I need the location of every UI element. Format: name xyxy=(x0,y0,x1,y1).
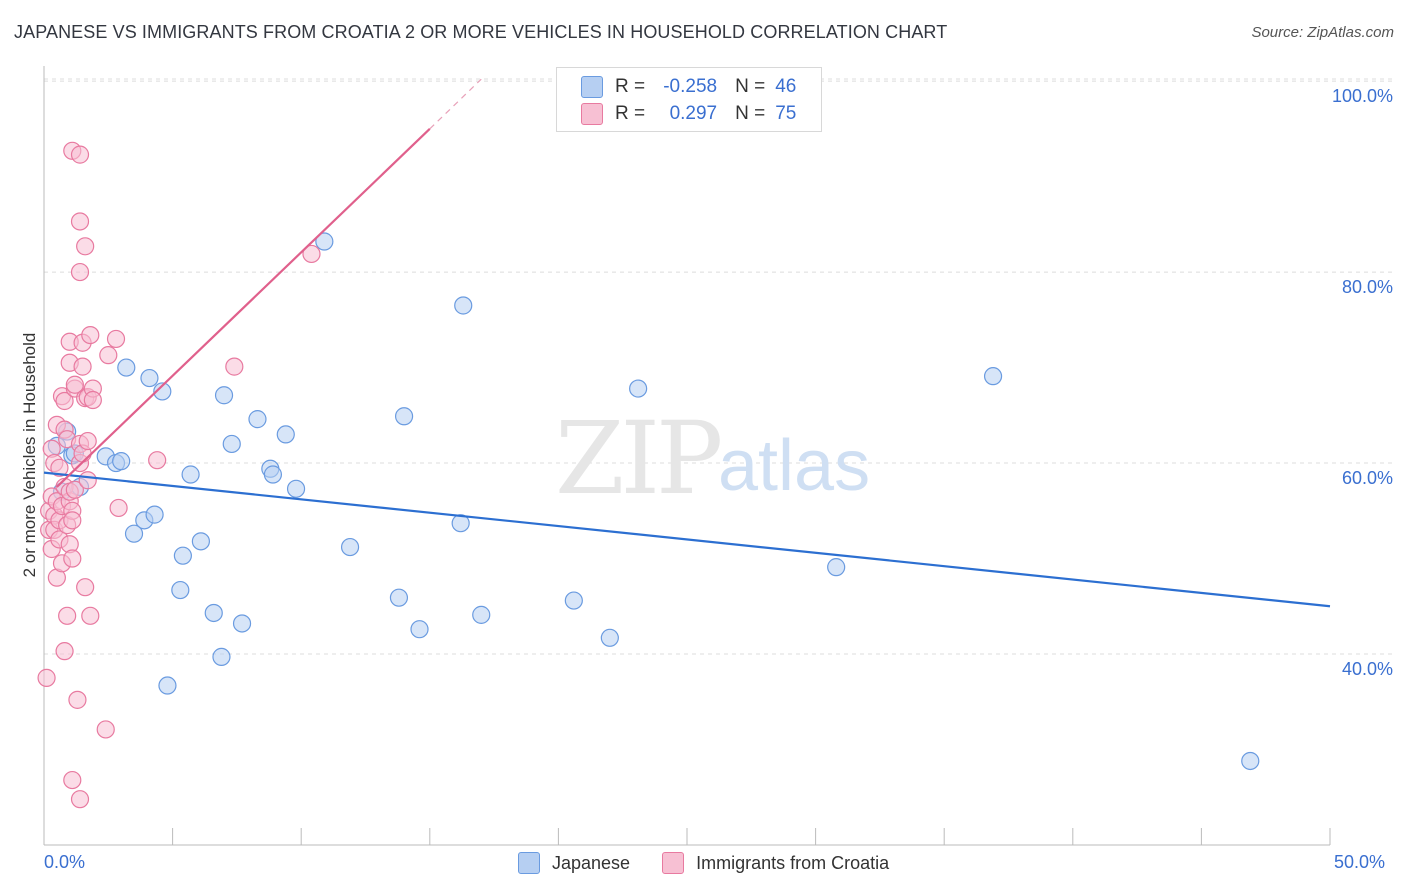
bottom-legend-japanese: Japanese xyxy=(518,852,630,874)
croatia-point xyxy=(63,549,82,568)
japanese-point xyxy=(153,382,172,401)
croatia-point xyxy=(96,720,115,739)
croatia-point xyxy=(70,145,90,164)
y-tick-label: 100.0% xyxy=(1332,86,1393,106)
japanese-point xyxy=(472,605,491,624)
japanese-point xyxy=(389,588,409,607)
legend-n-value: 46 xyxy=(775,76,797,97)
japanese-trendline xyxy=(43,471,1331,608)
legend-row-japanese: R = -0.258 N = 46 xyxy=(581,74,796,100)
stats-legend: R = -0.258 N = 46 R = 0.297 N = 75 xyxy=(556,67,822,132)
croatia-point xyxy=(37,668,56,687)
legend-n-label: N = xyxy=(735,103,766,124)
japanese-point xyxy=(140,368,159,388)
legend-r-value: 0.297 xyxy=(669,103,718,124)
japanese-point xyxy=(564,591,583,610)
croatia-point xyxy=(63,511,82,530)
japanese-point xyxy=(117,358,136,377)
croatia-point xyxy=(99,346,118,365)
y-tick-label: 40.0% xyxy=(1342,659,1393,679)
japanese-point xyxy=(286,479,306,498)
legend-row-croatia: R = 0.297 N = 75 xyxy=(581,101,796,127)
source-label: Source: ZipAtlas.com xyxy=(1251,24,1394,41)
japanese-point xyxy=(181,465,200,484)
japanese-point xyxy=(171,580,190,600)
croatia-point xyxy=(70,262,90,282)
croatia-point xyxy=(225,357,244,376)
croatia-point xyxy=(83,390,102,410)
japanese-point xyxy=(232,614,252,633)
japanese-point xyxy=(124,524,144,543)
japanese-point xyxy=(600,628,619,647)
japanese-point xyxy=(1241,751,1260,771)
japanese-point xyxy=(394,407,414,426)
croatia-point xyxy=(78,471,97,490)
croatia-point xyxy=(55,391,74,411)
croatia-point xyxy=(81,606,100,625)
japanese-point xyxy=(145,505,164,524)
croatia-point xyxy=(50,458,69,477)
y-tick-label: 80.0% xyxy=(1342,277,1393,297)
croatia-point xyxy=(63,770,82,790)
croatia-point xyxy=(68,690,87,709)
y-axis-label: 2 or more Vehicles in Household xyxy=(20,332,39,578)
croatia-point xyxy=(55,642,74,661)
japanese-point xyxy=(204,603,223,623)
legend-n-label: N = xyxy=(735,76,766,97)
japanese-point xyxy=(214,386,234,405)
croatia-point xyxy=(73,357,92,376)
croatia-point xyxy=(65,375,84,394)
croatia-point xyxy=(78,431,97,451)
legend-n-value: 75 xyxy=(775,103,797,124)
japanese-point xyxy=(629,379,648,398)
bottom-legend-label: Japanese xyxy=(552,852,631,873)
japanese-point xyxy=(173,546,192,565)
watermark-zip: ZIP xyxy=(555,400,720,517)
y-tick-label: 60.0% xyxy=(1342,468,1393,488)
japanese-point xyxy=(191,532,210,551)
legend-r-label: R = xyxy=(615,103,646,124)
croatia-swatch xyxy=(581,103,603,125)
japanese-point xyxy=(340,537,360,557)
croatia-point xyxy=(302,244,321,264)
croatia-point xyxy=(70,790,90,809)
legend-r-value: -0.258 xyxy=(663,76,718,97)
croatia-point xyxy=(81,325,100,345)
croatia-point xyxy=(70,212,90,231)
croatia-point xyxy=(58,606,77,625)
bottom-legend: Japanese Immigrants from Croatia xyxy=(518,852,921,874)
watermark-atlas: atlas xyxy=(718,426,870,506)
croatia-point xyxy=(109,498,128,518)
legend-r-label: R = xyxy=(615,76,646,97)
japanese-point xyxy=(451,514,470,533)
japanese-swatch xyxy=(581,76,603,98)
bottom-legend-label: Immigrants from Croatia xyxy=(696,852,890,873)
croatia-point xyxy=(76,578,95,597)
japanese-point xyxy=(158,676,177,695)
croatia-point xyxy=(65,480,84,499)
japanese-swatch xyxy=(518,852,540,874)
bottom-legend-croatia: Immigrants from Croatia xyxy=(662,852,889,874)
japanese-point xyxy=(315,232,334,251)
x-tick-label-min: 0.0% xyxy=(44,852,86,872)
japanese-point xyxy=(112,452,131,471)
x-tick-label-max: 50.0% xyxy=(1334,852,1386,872)
japanese-point xyxy=(212,647,231,666)
japanese-point xyxy=(827,558,846,577)
japanese-point xyxy=(410,620,429,639)
croatia-point xyxy=(106,329,126,349)
japanese-point xyxy=(248,410,267,429)
chart-title: JAPANESE VS IMMIGRANTS FROM CROATIA 2 OR… xyxy=(14,22,948,42)
croatia-point xyxy=(148,451,167,470)
japanese-point xyxy=(454,296,473,315)
croatia-point xyxy=(76,237,95,256)
japanese-point xyxy=(276,425,295,444)
croatia-trendline-extension xyxy=(429,78,482,130)
japanese-point xyxy=(222,434,241,454)
croatia-trendline xyxy=(56,128,431,488)
japanese-point xyxy=(263,465,283,484)
japanese-point xyxy=(983,367,1003,386)
croatia-swatch xyxy=(662,852,685,874)
